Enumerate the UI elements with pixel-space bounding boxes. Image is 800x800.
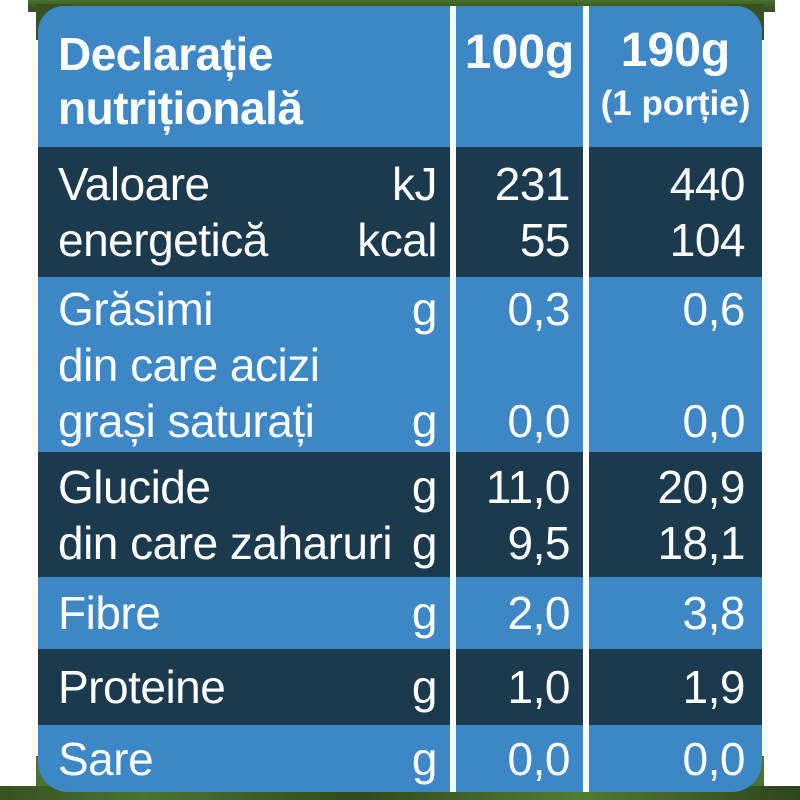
- value-portion: [589, 337, 745, 393]
- row-protein-per100g: 1,0: [450, 649, 583, 725]
- nutrient-label: din care zaharuri: [58, 516, 393, 569]
- row-fat-per100g: 0,3 0,0: [450, 277, 583, 452]
- value-portion: 440: [669, 158, 746, 210]
- column-header-100g: 100g: [450, 6, 583, 147]
- row-carbohydrate-label: Glucide g din care zaharuri g: [38, 452, 450, 577]
- value-100g: 0,0: [507, 394, 571, 447]
- nutrition-table: Declarație nutrițională 100g 190g (1 por…: [38, 6, 762, 792]
- nutrient-label: Proteine: [58, 661, 226, 713]
- value-100g: 1,0: [507, 661, 571, 713]
- value-100g: 2,0: [507, 587, 571, 639]
- nutrient-label: Grăsimi: [58, 282, 213, 335]
- value-100g: 9,5: [507, 516, 571, 569]
- value-portion: 3,8: [682, 587, 746, 639]
- unit-label: kcal: [357, 214, 437, 266]
- nutrient-label: energetică: [58, 214, 268, 266]
- nutrient-label: grași saturați: [58, 394, 315, 447]
- row-protein-perportion: 1,9: [583, 649, 762, 725]
- value-100g: 11,0: [485, 460, 571, 513]
- row-fibre: Fibre g 2,0 3,8: [38, 577, 762, 649]
- row-fibre-perportion: 3,8: [583, 577, 762, 649]
- column-header-portion: 190g (1 porție): [583, 6, 762, 147]
- row-carbohydrate: Glucide g din care zaharuri g 11,0 9,5 20,…: [38, 452, 762, 577]
- row-salt: Sare g 0,0 0,0: [38, 725, 762, 792]
- row-protein: Proteine g 1,0 1,9: [38, 649, 762, 725]
- value-100g: 231: [494, 158, 571, 210]
- row-carbohydrate-perportion: 20,9 18,1: [583, 452, 762, 577]
- row-fibre-label: Fibre g: [38, 577, 450, 649]
- row-fibre-per100g: 2,0: [450, 577, 583, 649]
- row-fat: Grăsimi g din care acizi grași saturați g …: [38, 277, 762, 452]
- nutrient-label: Glucide: [58, 460, 211, 513]
- value-portion: 0,0: [682, 394, 746, 447]
- value-portion: 20,9: [657, 460, 745, 513]
- row-salt-per100g: 0,0: [450, 725, 583, 792]
- value-100g: 55: [519, 214, 571, 266]
- unit-label: g: [411, 282, 438, 335]
- nutrient-label: Sare: [58, 732, 154, 785]
- nutrient-label: din care acizi: [58, 338, 320, 391]
- row-energy-label: Valoare kJ energetică kcal: [38, 147, 450, 277]
- row-fat-label: Grăsimi g din care acizi grași saturați g: [38, 277, 450, 452]
- unit-label: g: [411, 394, 438, 447]
- unit-label: g: [411, 661, 438, 713]
- value-portion: 104: [669, 214, 746, 266]
- table-title: Declarație nutrițională: [38, 6, 450, 147]
- table-title-line2: nutrițională: [58, 81, 303, 134]
- row-carbohydrate-per100g: 11,0 9,5: [450, 452, 583, 577]
- value-portion: 1,9: [682, 661, 746, 713]
- value-portion: 18,1: [657, 516, 745, 569]
- value-portion: 0,0: [682, 732, 746, 785]
- nutrient-label: Valoare: [58, 158, 210, 210]
- nutrient-label: Fibre: [58, 587, 161, 639]
- value-portion: 0,6: [682, 282, 746, 335]
- unit-label: g: [411, 587, 438, 639]
- row-energy: Valoare kJ energetică kcal 231 55 440 104: [38, 147, 762, 277]
- row-energy-perportion: 440 104: [583, 147, 762, 277]
- table-title-line1: Declarație: [58, 27, 273, 80]
- row-fat-perportion: 0,6 0,0: [583, 277, 762, 452]
- value-100g: [456, 337, 570, 393]
- portion-note: (1 porție): [600, 83, 751, 123]
- value-100g: 0,3: [507, 282, 571, 335]
- row-protein-label: Proteine g: [38, 649, 450, 725]
- row-salt-perportion: 0,0: [583, 725, 762, 792]
- value-100g: 0,0: [507, 732, 571, 785]
- unit-label: g: [411, 460, 438, 513]
- unit-label: kJ: [392, 158, 438, 210]
- row-energy-per100g: 231 55: [450, 147, 583, 277]
- row-salt-label: Sare g: [38, 725, 450, 792]
- unit-label: g: [411, 732, 438, 785]
- table-header-row: Declarație nutrițională 100g 190g (1 por…: [38, 6, 762, 147]
- unit-label: g: [411, 516, 438, 569]
